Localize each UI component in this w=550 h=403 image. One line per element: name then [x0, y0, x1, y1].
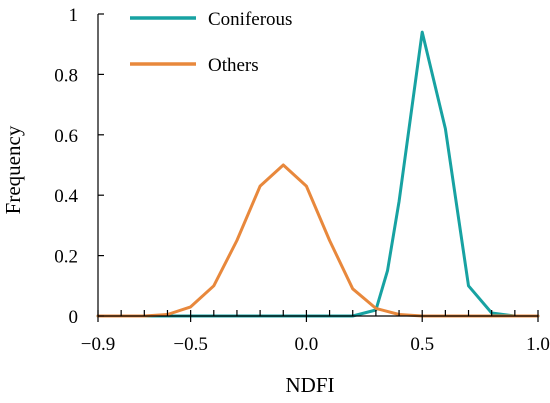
y-axis-label: Frequency	[1, 125, 25, 214]
x-axis-label: NDFI	[285, 373, 334, 397]
y-tick-label: 0.6	[54, 126, 78, 147]
series-line-others	[96, 163, 540, 318]
legend: Coniferous Others	[130, 9, 292, 76]
y-ticks: 0 0.2 0.4 0.6 0.8 1	[54, 5, 104, 328]
x-tick-label: 0.0	[295, 334, 319, 355]
series-layer	[96, 30, 540, 318]
legend-label: Coniferous	[208, 9, 292, 30]
axes: −0.9 −0.5 0.0 0.5 1.0 0 0.2 0.4 0.6 0.8 1	[54, 5, 550, 355]
y-tick-label: 1	[69, 5, 79, 26]
y-tick-label: 0.4	[54, 186, 78, 207]
x-ticks: −0.9 −0.5 0.0 0.5 1.0	[81, 310, 550, 355]
y-tick-label: 0	[69, 307, 79, 328]
x-tick-label: 0.5	[410, 334, 434, 355]
x-tick-label: 1.0	[526, 334, 550, 355]
series-line-coniferous	[96, 30, 540, 318]
x-tick-label: −0.9	[81, 334, 115, 355]
y-tick-label: 0.8	[54, 65, 78, 86]
y-tick-label: 0.2	[54, 247, 78, 268]
legend-label: Others	[208, 55, 259, 76]
x-tick-label: −0.5	[173, 334, 207, 355]
